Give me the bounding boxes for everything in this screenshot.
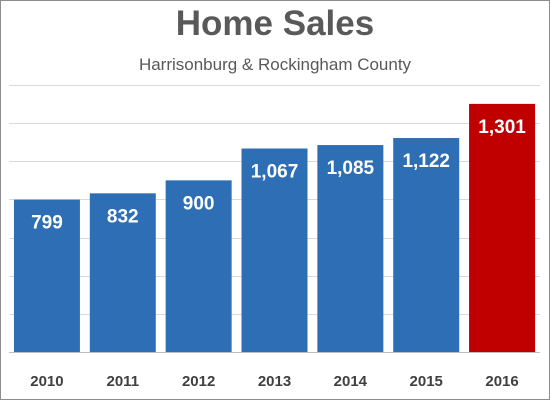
bar-value-label: 900 xyxy=(183,193,215,214)
bar xyxy=(165,180,232,352)
bar-value-label: 1,067 xyxy=(251,162,299,183)
x-tick-label: 2015 xyxy=(410,373,443,390)
x-tick-label: 2010 xyxy=(30,373,63,390)
bar xyxy=(393,138,460,352)
bar xyxy=(469,103,536,353)
bar-value-label: 832 xyxy=(107,206,139,227)
bar xyxy=(317,145,384,352)
x-tick-label: 2012 xyxy=(182,373,215,390)
x-tick-label: 2011 xyxy=(107,373,140,390)
chart-subtitle: Harrisonburg & Rockingham County xyxy=(138,55,412,74)
bar-value-label: 799 xyxy=(31,213,63,234)
bar-value-label: 1,301 xyxy=(478,117,526,138)
bar-value-label: 1,085 xyxy=(327,158,375,179)
bar-value-label: 1,122 xyxy=(402,151,450,172)
x-tick-label: 2016 xyxy=(485,373,518,390)
bar xyxy=(241,148,308,352)
bar xyxy=(89,193,156,352)
x-tick-label: 2014 xyxy=(334,373,368,390)
x-tick-label: 2013 xyxy=(258,373,291,390)
bar xyxy=(13,199,80,352)
chart-title: Home Sales xyxy=(175,4,375,43)
